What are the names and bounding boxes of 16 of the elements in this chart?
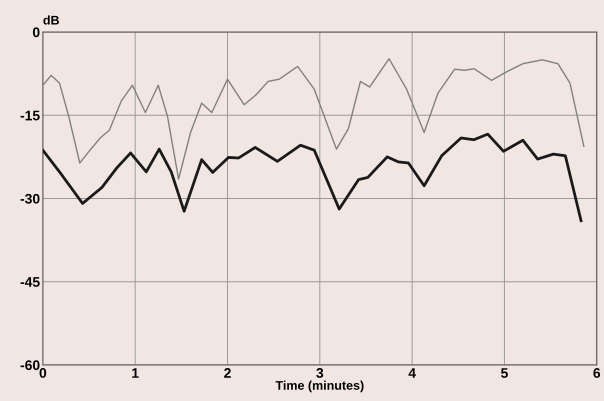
line-series <box>42 132 582 222</box>
y-tick-label: -60 <box>20 360 40 370</box>
x-tick-label: 5 <box>501 368 508 378</box>
y-tick-label: -45 <box>20 277 40 287</box>
x-tick-label: 0 <box>40 368 46 378</box>
line-series <box>42 58 585 180</box>
x-axis-title: Time (minutes) <box>276 380 364 392</box>
y-axis-title: dB <box>43 15 59 25</box>
y-tick-label: 0 <box>32 27 40 38</box>
x-tick-label: 3 <box>316 368 324 378</box>
x-tick-label: 4 <box>408 368 416 378</box>
x-tick-label: 6 <box>593 368 600 378</box>
y-tick-label: -15 <box>20 110 40 120</box>
x-tick-label: 2 <box>224 368 231 378</box>
x-tick-label: 1 <box>132 368 139 378</box>
y-tick-label: -30 <box>20 194 40 204</box>
